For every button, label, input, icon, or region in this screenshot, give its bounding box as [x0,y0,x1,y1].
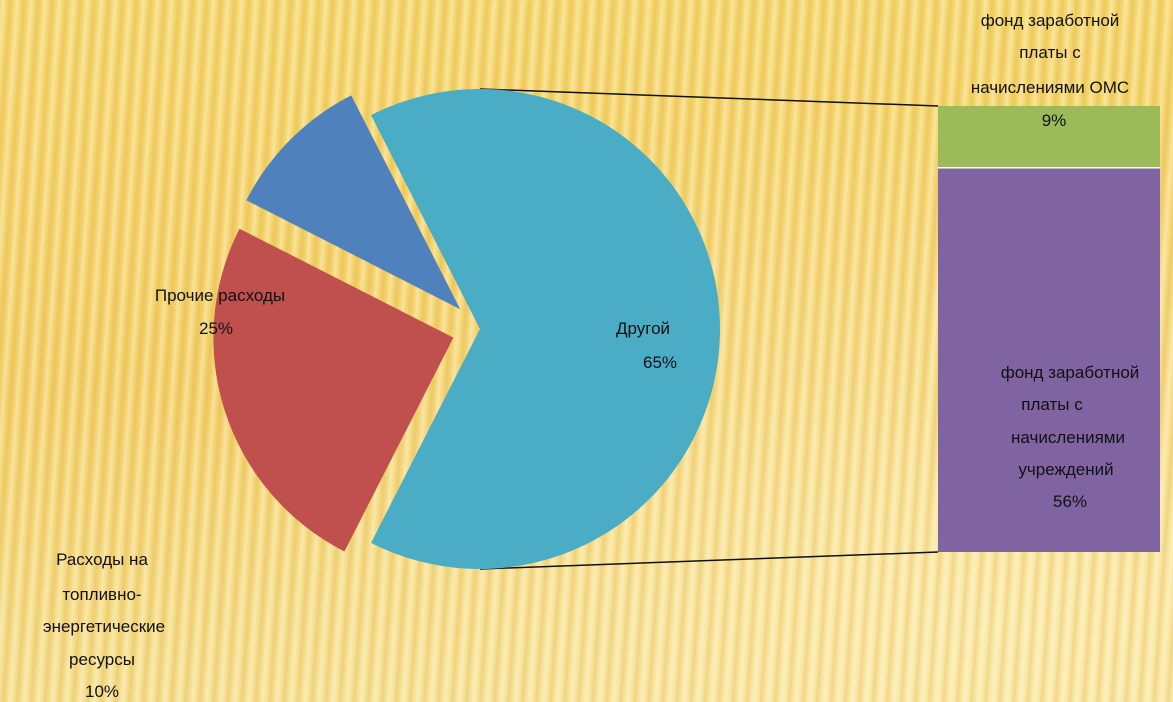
label-inst-line-4: учреждений [1018,460,1113,479]
label-fuel-pct: 10% [85,682,119,701]
connector-lines [479,88,939,570]
label-oms-line-3: начислениями ОМС [971,78,1129,97]
label-other-name: Другой [616,319,670,338]
pie-slices [213,89,720,570]
label-oms-pct: 9% [1042,111,1067,130]
stacked-bar [938,106,1160,552]
label-fuel-line-3: энергетические [43,617,165,636]
label-fuel-line-1: Расходы на [56,550,148,569]
label-misc-name: Прочие расходы [155,286,285,305]
pie-slice-2 [213,228,454,552]
label-inst-line-3: начислениями [1011,428,1125,447]
pie-slice-3 [246,95,461,310]
label-inst-line-2: платы с [1021,395,1083,414]
connector-line-top [479,88,939,107]
bar-segment-1 [938,106,1160,168]
label-fuel-line-2: топливно- [62,585,141,604]
bar-segment-2 [938,167,1160,552]
pie-slice-1 [371,89,720,570]
label-oms-line-1: фонд заработной [981,11,1120,30]
label-oms-line-2: платы с [1019,43,1081,62]
label-other-pct: 65% [643,353,677,372]
label-inst-pct: 56% [1053,492,1087,511]
label-inst-line-1: фонд заработной [1001,363,1140,382]
connector-line-bottom [479,551,939,570]
label-fuel-line-4: ресурсы [69,650,135,669]
label-misc-pct: 25% [199,319,233,338]
